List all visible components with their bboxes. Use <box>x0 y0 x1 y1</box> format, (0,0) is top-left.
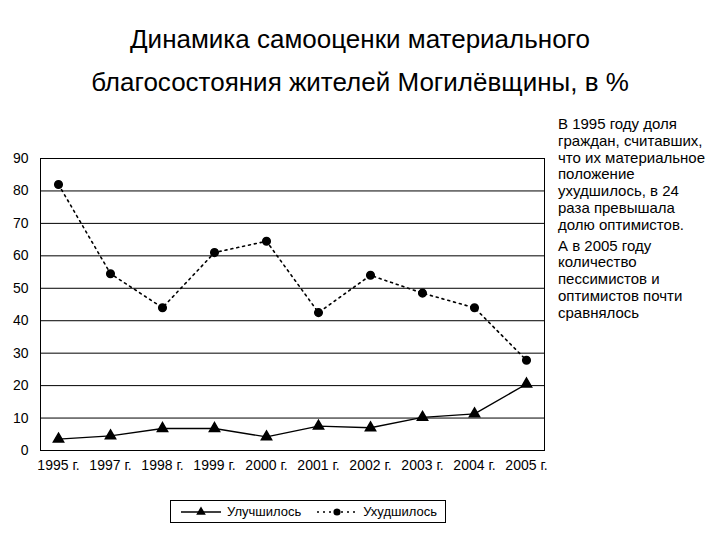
svg-text:40: 40 <box>13 312 29 328</box>
svg-text:90: 90 <box>13 150 29 166</box>
svg-text:20: 20 <box>13 377 29 393</box>
svg-text:2000 г.: 2000 г. <box>245 457 287 473</box>
svg-text:2005 г.: 2005 г. <box>505 457 547 473</box>
html-text:В 1995 году доля граждан, счит: В 1995 году доля граждан, считавших, что… <box>558 115 705 233</box>
svg-text:2003 г.: 2003 г. <box>401 457 443 473</box>
svg-text:50: 50 <box>13 280 29 296</box>
svg-text:80: 80 <box>13 182 29 198</box>
svg-text:60: 60 <box>13 247 29 263</box>
svg-text:1995 г.: 1995 г. <box>37 457 79 473</box>
svg-text:1999 г.: 1999 г. <box>193 457 235 473</box>
html-text:Динамика самооценки материальн: Динамика самооценки материального благос… <box>91 24 629 97</box>
svg-text:30: 30 <box>13 345 29 361</box>
svg-text:70: 70 <box>13 215 29 231</box>
svg-text:2004 г.: 2004 г. <box>453 457 495 473</box>
html-text:Ухудшилось: Ухудшилось <box>363 504 437 519</box>
svg-text:10: 10 <box>13 410 29 426</box>
html-text:Улучшилось: Улучшилось <box>227 504 302 519</box>
html-text:А в 2005 году количество песси: А в 2005 году количество пессимистов и о… <box>558 236 683 321</box>
svg-text:0: 0 <box>21 442 29 458</box>
svg-text:2002 г.: 2002 г. <box>349 457 391 473</box>
svg-text:1997 г.: 1997 г. <box>89 457 131 473</box>
svg-text:2001 г.: 2001 г. <box>297 457 339 473</box>
svg-text:1998 г.: 1998 г. <box>141 457 183 473</box>
